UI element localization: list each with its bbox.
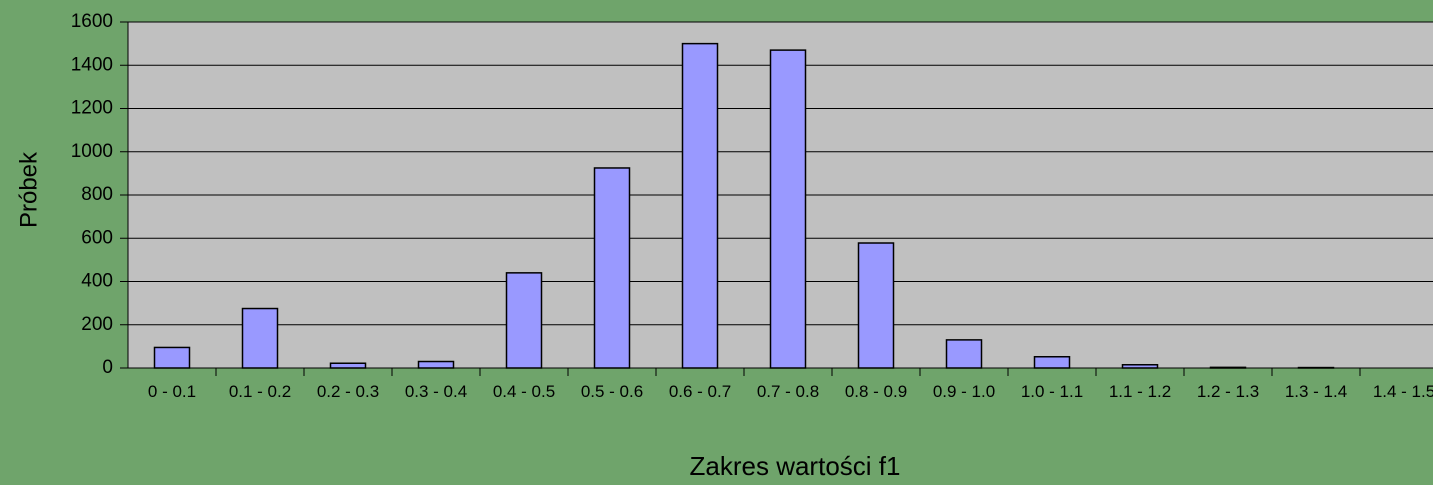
y-axis-label: Próbek [15, 151, 42, 228]
y-tick-label: 1000 [71, 141, 113, 162]
x-tick-label: 0.5 - 0.6 [580, 382, 644, 401]
y-tick-label: 0 [102, 357, 113, 378]
x-tick-label: 0.3 - 0.4 [404, 382, 468, 401]
x-tick-label: 0.7 - 0.8 [756, 382, 820, 401]
y-tick-label: 200 [81, 314, 113, 335]
bar [329, 362, 367, 369]
x-tick-label: 1.3 - 1.4 [1284, 382, 1348, 401]
x-tick-label: 0.1 - 0.2 [228, 382, 292, 401]
bar [681, 42, 719, 369]
y-tick-label: 400 [81, 271, 113, 292]
x-tick-label: 0.8 - 0.9 [844, 382, 908, 401]
bar [857, 242, 895, 369]
x-tick-label: 0.2 - 0.3 [316, 382, 380, 401]
bar [1033, 356, 1071, 369]
bar [417, 360, 455, 369]
x-tick-label: 0.9 - 1.0 [932, 382, 996, 401]
x-tick-label: 1.4 - 1.5 [1372, 382, 1433, 401]
bar [153, 346, 191, 369]
y-tick-label: 600 [81, 227, 113, 248]
bar [769, 49, 807, 369]
x-tick-label: 0.6 - 0.7 [668, 382, 732, 401]
bar [945, 339, 983, 369]
y-tick-label: 1400 [71, 54, 113, 75]
bar [505, 272, 543, 369]
x-tick-label: 1.2 - 1.3 [1196, 382, 1260, 401]
x-tick-label: 0 - 0.1 [147, 382, 197, 401]
bar [1209, 366, 1247, 369]
y-tick-label: 1600 [71, 11, 113, 32]
y-tick-label: 1200 [71, 98, 113, 119]
y-tick-label: 800 [81, 184, 113, 205]
x-axis-label: Zakres wartości f1 [690, 451, 901, 481]
x-tick-label: 0.4 - 0.5 [492, 382, 556, 401]
x-tick-label: 1.0 - 1.1 [1020, 382, 1084, 401]
x-tick-label: 1.1 - 1.2 [1108, 382, 1172, 401]
bar [593, 167, 631, 369]
bar [1121, 364, 1159, 369]
bar [241, 307, 279, 369]
